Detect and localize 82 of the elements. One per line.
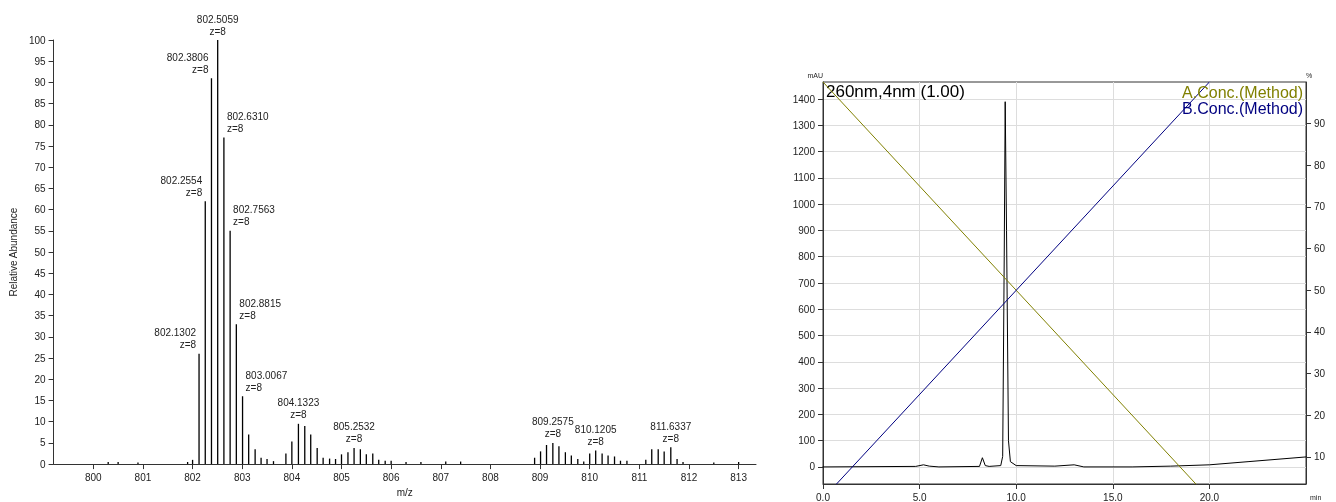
y-tick-label: 75 bbox=[34, 140, 47, 152]
y2-tick-label: 70 bbox=[1314, 201, 1326, 213]
y-tick-label: 1300 bbox=[792, 119, 816, 131]
annotation: 811.6337 z=8 bbox=[650, 420, 692, 444]
x-tick-label: 806 bbox=[382, 471, 400, 483]
y-tick-label: 90 bbox=[34, 76, 47, 88]
annotation: 802.5059 z=8 bbox=[196, 13, 239, 37]
y-tick-label: 1100 bbox=[793, 172, 816, 184]
y-tick-label: 200 bbox=[798, 408, 816, 420]
y-tick-label: 70 bbox=[34, 161, 47, 173]
y-tick-label: 15 bbox=[34, 394, 47, 406]
x-tick-label: 802 bbox=[184, 471, 202, 483]
y-tick-label: 20 bbox=[34, 373, 47, 385]
annotation: 804.1323 z=8 bbox=[277, 397, 320, 421]
y2-tick-label: 60 bbox=[1314, 243, 1326, 255]
annotation: 803.0067 z=8 bbox=[245, 369, 288, 393]
x-tick-label: 809 bbox=[531, 471, 549, 483]
y-tick-label: 60 bbox=[34, 204, 47, 216]
y-tick-label: 700 bbox=[798, 277, 816, 289]
annotation: 802.8815 z=8 bbox=[239, 297, 282, 321]
y-tick-label: 30 bbox=[34, 331, 47, 343]
annotation: 809.2575 z=8 bbox=[531, 416, 575, 440]
y2-tick-label: 30 bbox=[1314, 368, 1326, 380]
y-tick-label: 10 bbox=[34, 416, 47, 428]
y2-tick-label: 10 bbox=[1314, 451, 1326, 463]
x-tick-label: 10.0 bbox=[1006, 491, 1027, 502]
x-tick-label: 811 bbox=[631, 471, 648, 483]
y2-tick-label: 40 bbox=[1314, 326, 1326, 338]
y-tick-label: 40 bbox=[34, 288, 47, 300]
x-tick-label: 801 bbox=[134, 471, 152, 483]
x-tick-label: 807 bbox=[432, 471, 450, 483]
annotation: 260nm,4nm (1.00) bbox=[826, 82, 965, 101]
annotation: 805.2532 z=8 bbox=[333, 421, 376, 445]
y-tick-label: 25 bbox=[34, 352, 47, 364]
y2-tick-label: 90 bbox=[1314, 118, 1326, 130]
x-tick-label: 0.0 bbox=[816, 491, 831, 502]
y-tick-label: 500 bbox=[798, 330, 816, 342]
y-tick-label: 1000 bbox=[792, 198, 816, 210]
y-tick-label: 35 bbox=[34, 310, 47, 322]
y-tick-label: 45 bbox=[34, 267, 47, 279]
series-label: B.Conc.(Method) bbox=[1182, 99, 1303, 117]
y-tick-label: 1200 bbox=[792, 146, 816, 158]
x-tick-label: 804 bbox=[283, 471, 301, 483]
y-tick-label: 900 bbox=[798, 224, 816, 236]
y2-tick-label: 20 bbox=[1314, 409, 1326, 421]
y-tick-label: 100 bbox=[28, 34, 47, 46]
x-tick-label: 813 bbox=[730, 471, 748, 483]
y2-tick-label: 80 bbox=[1314, 159, 1326, 171]
x-tick-label: 808 bbox=[482, 471, 500, 483]
y-tick-label: 100 bbox=[798, 435, 816, 447]
annotation: 802.7563 z=8 bbox=[233, 204, 276, 228]
y-tick-label: 600 bbox=[798, 303, 816, 315]
y-axis-title: Relative Abundance bbox=[7, 207, 19, 297]
y-tick-label: 55 bbox=[34, 225, 47, 237]
y-tick-label: 0 bbox=[40, 458, 47, 470]
x-tick-label: 805 bbox=[333, 471, 351, 483]
y-tick-label: 50 bbox=[34, 246, 47, 258]
x-tick-label: 810 bbox=[581, 471, 599, 483]
x-tick-label: 800 bbox=[84, 471, 103, 483]
y-tick-label: 300 bbox=[798, 382, 816, 394]
x-tick-label: 5.0 bbox=[912, 491, 927, 502]
y-tick-label: 5 bbox=[40, 437, 47, 449]
y-tick-label: 85 bbox=[34, 98, 47, 110]
annotation: 802.3806 z=8 bbox=[166, 51, 209, 75]
y-tick-label: 400 bbox=[798, 356, 816, 368]
x-axis-title: m/z bbox=[396, 486, 413, 498]
x-tick-label: 812 bbox=[680, 471, 698, 483]
line-series bbox=[822, 101, 1307, 468]
y-tick-label: 65 bbox=[34, 182, 47, 194]
y-tick-label: 80 bbox=[34, 119, 47, 131]
x-tick-label: 803 bbox=[233, 471, 251, 483]
x-tick-label: 20.0 bbox=[1199, 491, 1220, 502]
annotation: 802.1302 z=8 bbox=[154, 327, 197, 351]
y-tick-label: 95 bbox=[34, 55, 47, 67]
y-tick-label: 800 bbox=[798, 251, 816, 263]
x-tick-label: 15.0 bbox=[1103, 491, 1123, 502]
annotation: 810.1205 z=8 bbox=[574, 424, 617, 448]
y-tick-label: 1400 bbox=[792, 93, 816, 105]
annotation: 802.2554 z=8 bbox=[160, 174, 203, 198]
annotation: 802.6310 z=8 bbox=[226, 111, 270, 135]
y2-tick-label: 50 bbox=[1314, 284, 1326, 296]
y-tick-label: 0 bbox=[809, 461, 816, 473]
